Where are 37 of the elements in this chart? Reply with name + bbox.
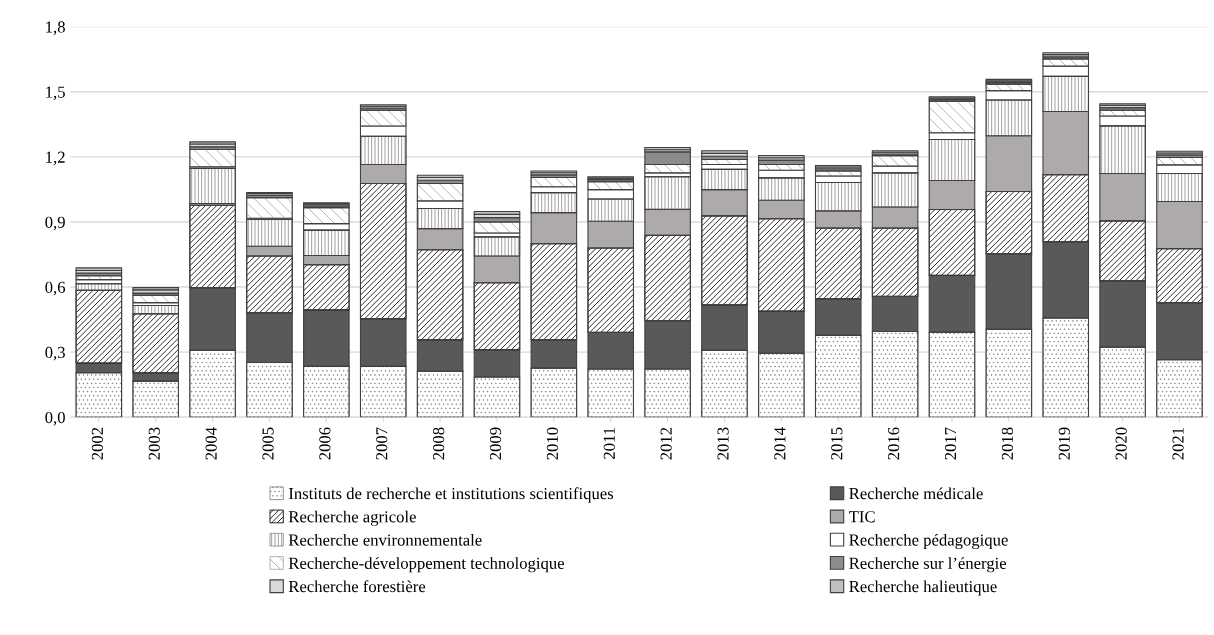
x-tick-label: 2007 [376, 427, 388, 460]
legend-label: Recherche médicale [849, 487, 983, 500]
legend-label: Recherche environnementale [288, 533, 482, 546]
x-tick-label: 2008 [433, 427, 445, 460]
legend-label: Recherche forestière [288, 580, 426, 593]
legend-label: TIC [849, 511, 875, 523]
y-tick-label: 0,9 [45, 216, 65, 231]
x-tick-label: 2002 [91, 427, 104, 460]
legend-label: Recherche pédagogique [849, 533, 1008, 550]
x-tick-label: 2021 [1172, 427, 1184, 460]
x-tick-label: 2006 [319, 427, 331, 460]
x-tick-label: 2011 [603, 427, 615, 459]
y-tick-label: 0,0 [45, 411, 65, 426]
y-tick-label: 0,3 [45, 346, 65, 361]
y-tick-label: 1,8 [46, 21, 65, 36]
legend-label: Recherche sur l’énergie [849, 557, 1007, 573]
legend-label: Instituts de recherche et institutions scientifiques [288, 487, 614, 503]
x-tick-label: 2020 [1115, 427, 1127, 460]
x-tick-label: 2018 [1001, 427, 1014, 460]
y-tick-label: 0,6 [45, 281, 66, 296]
legend-label: Recherche agricole [288, 510, 416, 526]
x-tick-label: 2003 [148, 427, 160, 460]
x-tick-label: 2015 [831, 427, 843, 460]
x-tick-label: 2012 [660, 427, 672, 460]
x-tick-label: 2009 [489, 427, 502, 460]
x-tick-label: 2014 [774, 427, 786, 460]
legend-label: Recherche halieutique [849, 580, 997, 596]
x-tick-label: 2019 [1058, 427, 1070, 460]
x-tick-label: 2010 [546, 427, 559, 460]
x-tick-label: 2005 [262, 427, 274, 460]
y-tick-label: 1,2 [46, 151, 65, 166]
x-tick-label: 2016 [888, 427, 900, 460]
x-tick-label: 2013 [717, 427, 729, 460]
legend-label: Recherche-développement technologique [288, 557, 565, 573]
x-tick-label: 2017 [944, 427, 957, 460]
y-tick-label: 1,5 [46, 86, 65, 101]
x-tick-label: 2004 [205, 427, 217, 460]
